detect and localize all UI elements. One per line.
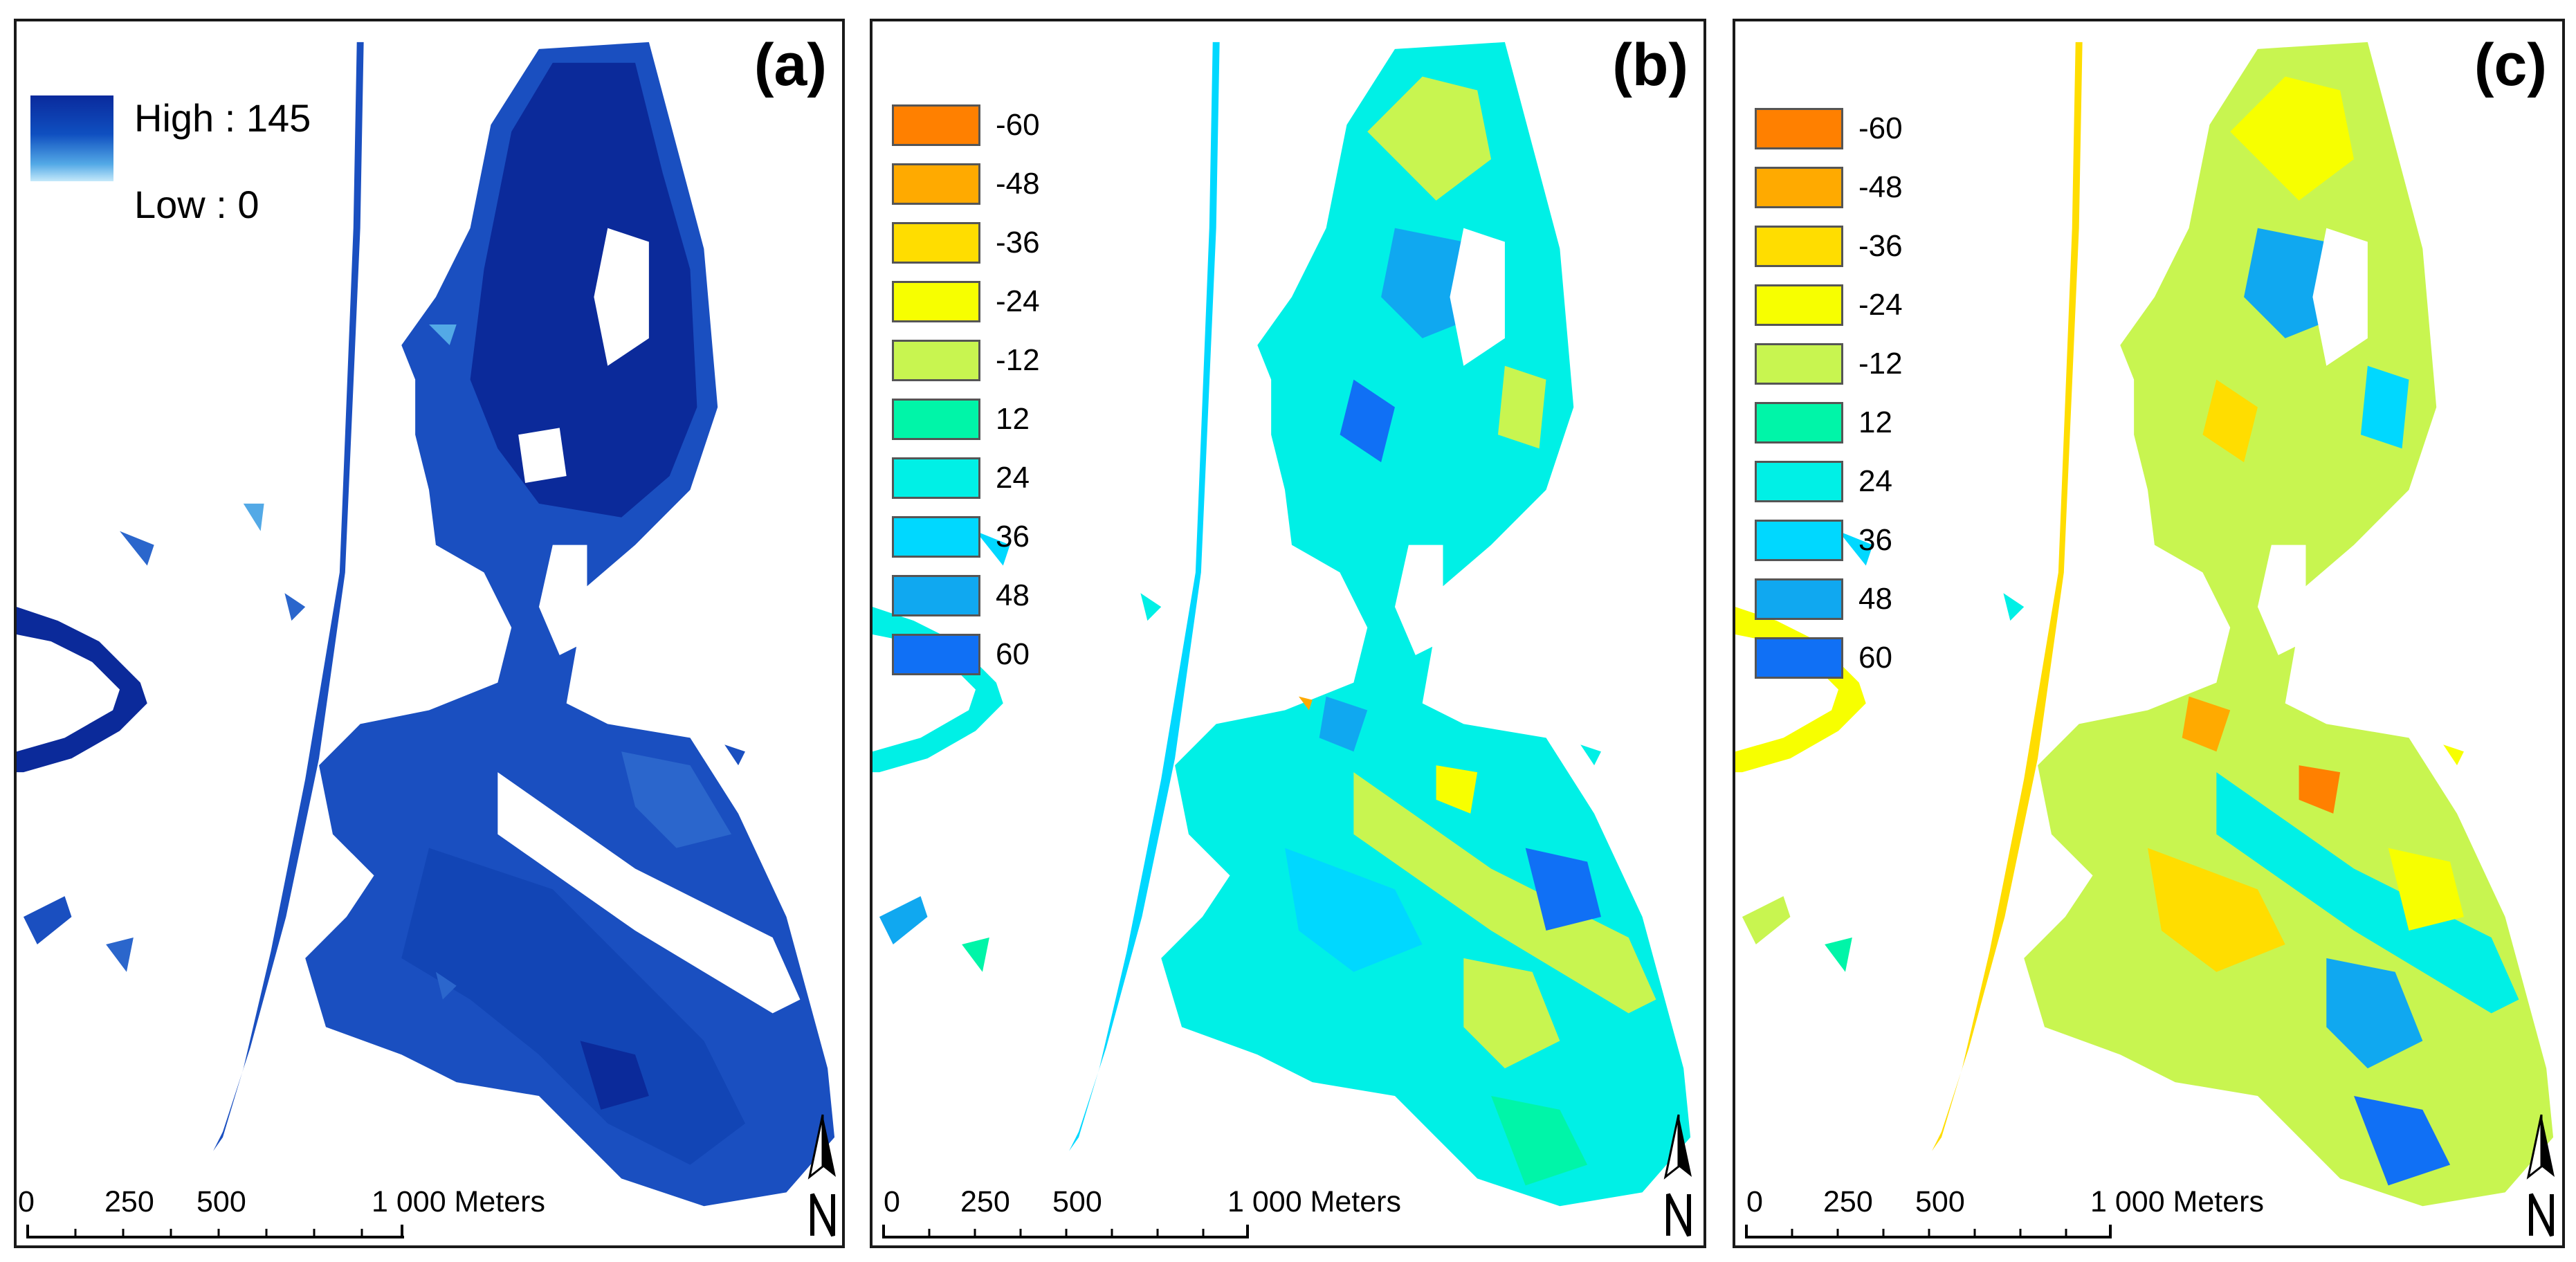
raster-density-a xyxy=(17,42,835,1207)
scale-label-meters: 1 000 Meters xyxy=(372,1185,545,1218)
legend-swatch xyxy=(892,281,980,322)
legend-swatch xyxy=(1755,167,1843,208)
legend-label: -12 xyxy=(1858,347,1903,381)
legend-label: 36 xyxy=(996,520,1030,554)
scale-bar-line xyxy=(26,1225,404,1238)
map-panel-b: (b) -60 -48 -36 -24 -12 12 24 36 48 60 0 250 500 … xyxy=(870,19,1706,1248)
scale-bar-line xyxy=(1745,1225,2112,1238)
raster-change-b xyxy=(873,42,1691,1207)
north-arrow-icon xyxy=(1663,1114,1692,1237)
legend-swatch xyxy=(1755,578,1843,620)
legend-swatch xyxy=(892,399,980,440)
legend-label: 12 xyxy=(1858,405,1892,439)
gradient-swatch xyxy=(30,95,113,181)
legend-swatch xyxy=(1755,343,1843,385)
legend-swatch xyxy=(892,516,980,558)
legend-swatch xyxy=(1755,108,1843,149)
legend-label: -24 xyxy=(996,284,1040,318)
north-arrow-icon xyxy=(807,1114,836,1237)
legend-label: 60 xyxy=(996,637,1030,671)
legend-swatch xyxy=(892,340,980,381)
scale-label-500: 500 xyxy=(1052,1185,1102,1218)
legend-label: 48 xyxy=(996,578,1030,612)
legend-swatch xyxy=(892,163,980,205)
legend-swatch xyxy=(892,575,980,616)
legend-label: -36 xyxy=(996,226,1040,259)
legend-swatch xyxy=(1755,637,1843,679)
legend-swatch xyxy=(1755,226,1843,267)
map-a-canvas xyxy=(17,42,835,1207)
legend-swatch xyxy=(892,104,980,146)
scale-label-0: 0 xyxy=(18,1185,35,1218)
legend-label: -48 xyxy=(1858,170,1903,204)
scale-label-250: 250 xyxy=(1823,1185,1873,1218)
legend-label: 48 xyxy=(1858,582,1892,616)
legend-label: -60 xyxy=(1858,111,1903,145)
legend-label: -24 xyxy=(1858,288,1903,322)
legend-label: 24 xyxy=(1858,464,1892,498)
legend-label: 60 xyxy=(1858,641,1892,675)
scale-label-500: 500 xyxy=(197,1185,246,1218)
scale-label-250: 250 xyxy=(960,1185,1010,1218)
legend-swatch xyxy=(1755,284,1843,326)
raster-change-c xyxy=(1735,42,2554,1207)
legend-swatch xyxy=(1755,461,1843,502)
legend-label: -48 xyxy=(996,167,1040,201)
legend-label: -60 xyxy=(996,108,1040,142)
legend-high-label: High : 145 xyxy=(134,96,311,140)
scale-bar-line xyxy=(882,1225,1249,1238)
scale-label-0: 0 xyxy=(884,1185,900,1218)
scale-label-meters: 1 000 Meters xyxy=(2090,1185,2264,1218)
legend-label: 12 xyxy=(996,402,1030,436)
panel-label-a: (a) xyxy=(753,32,827,98)
legend-label: -36 xyxy=(1858,229,1903,263)
legend-label: 36 xyxy=(1858,523,1892,557)
north-arrow-icon xyxy=(2526,1114,2555,1237)
scale-label-250: 250 xyxy=(104,1185,154,1218)
legend-swatch xyxy=(1755,520,1843,561)
scale-label-500: 500 xyxy=(1915,1185,1965,1218)
scale-label-0: 0 xyxy=(1746,1185,1763,1218)
legend-swatch xyxy=(1755,402,1843,443)
legend-label: -12 xyxy=(996,343,1040,377)
legend-swatch xyxy=(892,457,980,499)
panel-label-c: (c) xyxy=(2474,32,2547,98)
map-c-canvas xyxy=(1735,42,2554,1207)
map-b-canvas xyxy=(873,42,1691,1207)
legend-low-label: Low : 0 xyxy=(134,183,259,226)
legend-label: 24 xyxy=(996,461,1030,495)
map-panel-a: (a) High : 145 Low : 0 0 250 500 1 000 M… xyxy=(14,19,845,1248)
map-panel-c: (c) -60 -48 -36 -24 -12 12 24 36 48 60 0 250 500 … xyxy=(1733,19,2565,1248)
legend-swatch xyxy=(892,222,980,264)
scale-label-meters: 1 000 Meters xyxy=(1227,1185,1401,1218)
legend-swatch xyxy=(892,634,980,675)
panel-label-b: (b) xyxy=(1612,32,1688,98)
